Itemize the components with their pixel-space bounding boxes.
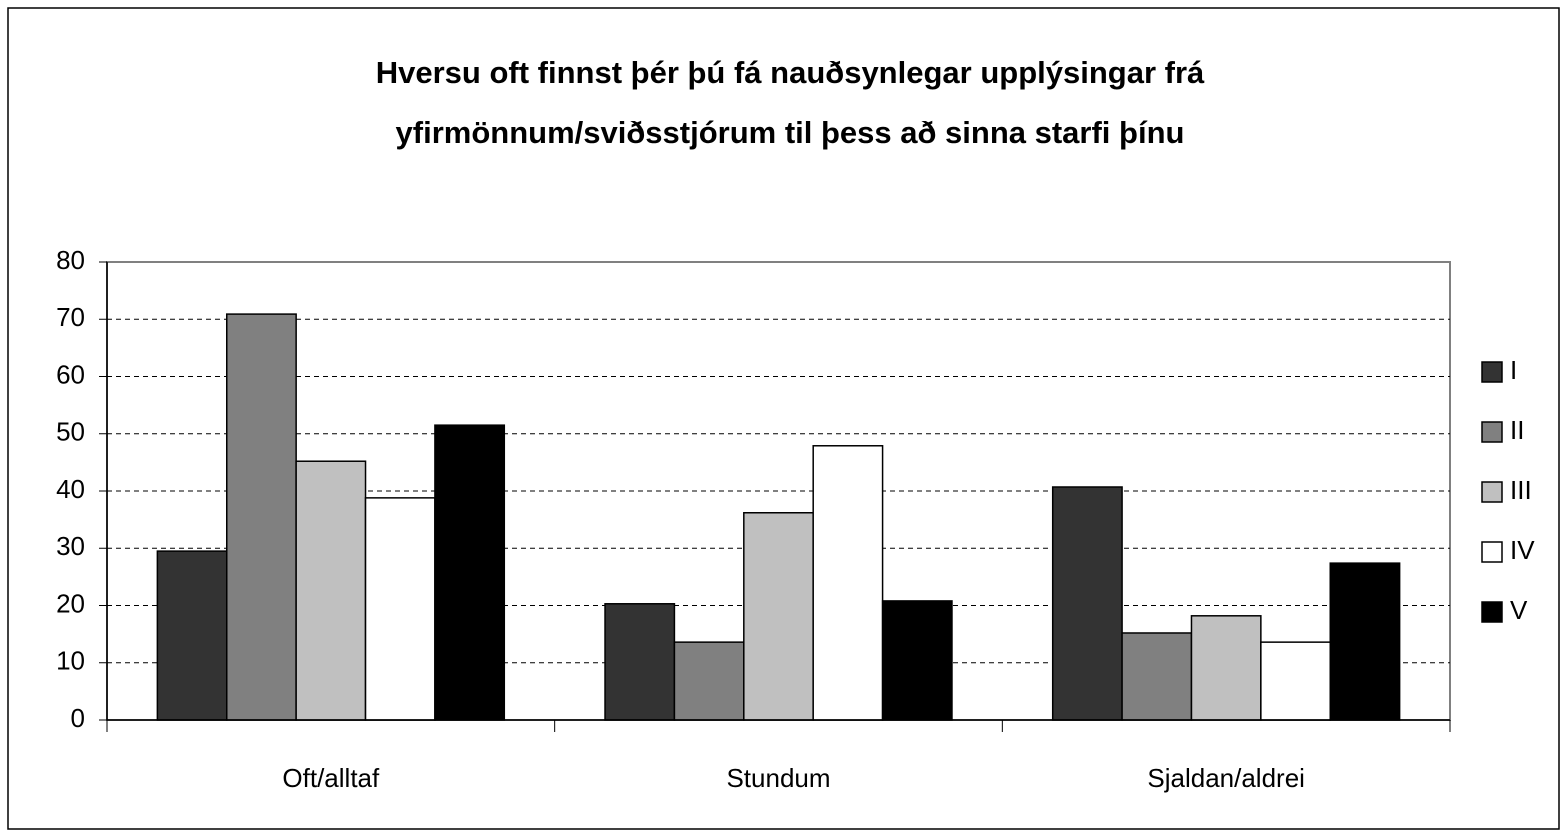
legend-label: I <box>1510 355 1517 385</box>
legend-label: IV <box>1510 535 1535 565</box>
legend-swatch <box>1481 541 1503 563</box>
y-tick-label: 20 <box>56 588 85 618</box>
y-tick-label: 0 <box>71 703 85 733</box>
x-tick-label: Sjaldan/aldrei <box>1147 763 1305 793</box>
bar <box>881 600 953 721</box>
y-tick-label: 30 <box>56 531 85 561</box>
legend-label: III <box>1510 475 1532 505</box>
x-tick-label: Stundum <box>726 763 830 793</box>
bar <box>673 641 745 721</box>
bar <box>604 603 676 721</box>
y-tick-label: 80 <box>56 245 85 275</box>
bar <box>1190 615 1262 721</box>
bar <box>1329 562 1401 721</box>
bar <box>1051 486 1123 721</box>
bar <box>1260 641 1331 721</box>
legend-label: II <box>1510 415 1524 445</box>
y-tick-label: 50 <box>56 417 85 447</box>
y-tick-label: 40 <box>56 474 85 504</box>
legend-swatch <box>1481 421 1503 443</box>
bar <box>1121 632 1193 721</box>
y-tick-label: 60 <box>56 359 85 389</box>
bar <box>156 550 228 721</box>
bar <box>226 313 297 721</box>
chart-title: yfirmönnum/sviðsstjórum til þess að sinn… <box>396 115 1185 150</box>
y-tick-label: 70 <box>56 302 85 332</box>
x-tick-label: Oft/alltaf <box>282 763 380 793</box>
y-tick-label: 10 <box>56 646 85 676</box>
legend-swatch <box>1481 361 1503 383</box>
chart-title: Hversu oft finnst þér þú fá nauðsynlegar… <box>376 55 1205 90</box>
legend-label: V <box>1510 595 1528 625</box>
bar <box>743 512 814 721</box>
legend-swatch <box>1481 481 1503 503</box>
bar <box>434 424 506 721</box>
bar <box>295 460 367 721</box>
legend-swatch <box>1481 601 1503 623</box>
bar <box>812 445 884 721</box>
bar <box>364 497 436 721</box>
